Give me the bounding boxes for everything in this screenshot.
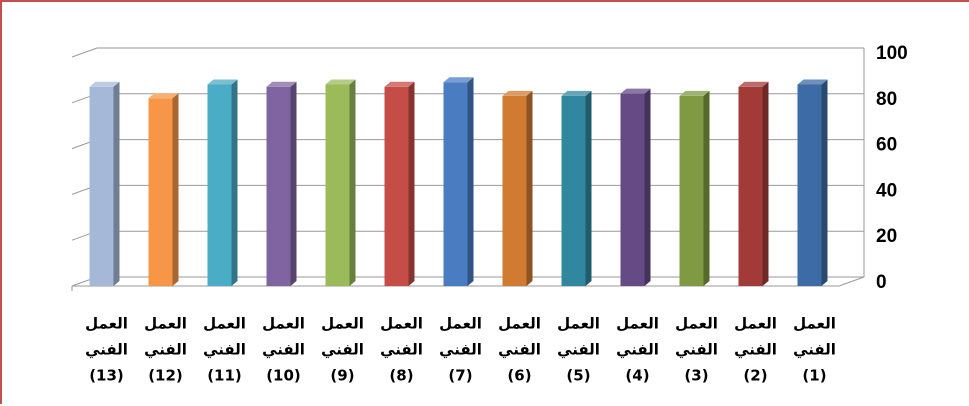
category-label: الفني — [616, 341, 659, 359]
category-label: العمل — [321, 315, 364, 333]
bar — [620, 88, 651, 286]
category-label: (5) — [566, 367, 590, 385]
category-label: العمل — [144, 315, 187, 333]
bar — [502, 90, 533, 287]
y-tick-label: 80 — [876, 89, 897, 110]
category-label: (13) — [89, 367, 124, 385]
category-label: الفني — [675, 341, 718, 359]
y-tick-label: 0 — [876, 272, 887, 293]
category-label: العمل — [675, 315, 718, 333]
category-label: العمل — [380, 315, 423, 333]
category-label: العمل — [734, 315, 777, 333]
category-label: (6) — [507, 367, 531, 385]
bar — [561, 90, 592, 287]
category-label: (8) — [389, 367, 413, 385]
bar — [797, 79, 828, 286]
category-label: الفني — [203, 341, 246, 359]
category-label: (4) — [625, 367, 649, 385]
category-label: الفني — [498, 341, 541, 359]
category-label: العمل — [793, 315, 836, 333]
bar — [266, 81, 297, 287]
y-axis-ticks: 0 20 40 60 80 100 — [876, 43, 908, 293]
category-label: العمل — [557, 315, 600, 333]
category-label: (7) — [448, 367, 472, 385]
bar — [148, 93, 179, 286]
category-label: (1) — [802, 367, 826, 385]
gridline-side — [71, 47, 98, 58]
category-label: العمل — [203, 315, 246, 333]
bar — [443, 77, 474, 286]
bars — [89, 77, 828, 287]
category-label: (9) — [330, 367, 354, 385]
bar — [679, 90, 710, 287]
category-label: (12) — [148, 367, 183, 385]
floor-edge — [838, 276, 865, 287]
category-label: العمل — [616, 315, 659, 333]
category-label: العمل — [85, 315, 128, 333]
category-label: العمل — [498, 315, 541, 333]
category-label: الفني — [793, 341, 836, 359]
category-label: (10) — [266, 367, 301, 385]
category-label: (11) — [207, 367, 242, 385]
category-label: الفني — [380, 341, 423, 359]
category-label: (2) — [743, 367, 767, 385]
y-tick-label: 20 — [876, 226, 897, 247]
category-label: الفني — [734, 341, 777, 359]
category-label: الفني — [439, 341, 482, 359]
x-axis-categories: العمل الفني (1) العمل الفني (2) العمل الفني (3) ا… — [85, 315, 836, 385]
y-tick-label: 40 — [876, 180, 897, 201]
category-label: العمل — [439, 315, 482, 333]
category-label: الفني — [144, 341, 187, 359]
category-label: الفني — [85, 341, 128, 359]
category-label: (3) — [684, 367, 708, 385]
category-label: الفني — [321, 341, 364, 359]
category-label: الفني — [557, 341, 600, 359]
bar — [738, 81, 769, 287]
y-tick-label: 100 — [876, 43, 908, 64]
bar — [325, 79, 356, 286]
bar — [207, 79, 238, 286]
bar — [384, 81, 415, 287]
category-label: الفني — [262, 341, 305, 359]
bar — [89, 81, 120, 287]
category-label: العمل — [262, 315, 305, 333]
y-tick-label: 60 — [876, 135, 897, 156]
